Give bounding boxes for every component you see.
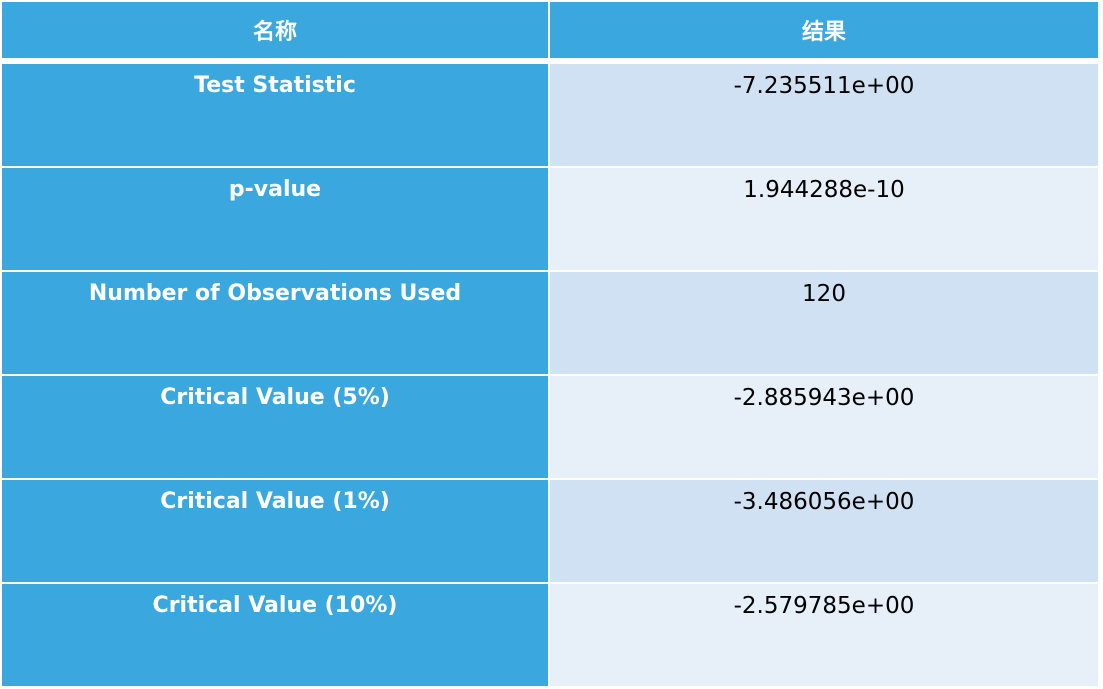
header-divider (2, 58, 1098, 64)
table-row: Critical Value (5%) -2.885943e+00 (2, 376, 1098, 478)
table-row: Number of Observations Used 120 (2, 272, 1098, 374)
row-value: 120 (550, 272, 1098, 374)
row-value: -7.235511e+00 (550, 64, 1098, 166)
row-name: Number of Observations Used (2, 272, 548, 374)
row-name: Critical Value (5%) (2, 376, 548, 478)
row-value: -2.579785e+00 (550, 584, 1098, 686)
row-value: 1.944288e-10 (550, 168, 1098, 270)
table-row: Critical Value (10%) -2.579785e+00 (2, 584, 1098, 686)
header-result: 结果 (550, 2, 1098, 58)
row-value: -2.885943e+00 (550, 376, 1098, 478)
table-row: Critical Value (1%) -3.486056e+00 (2, 480, 1098, 582)
table-row: Test Statistic -7.235511e+00 (2, 64, 1098, 166)
row-name: Test Statistic (2, 64, 548, 166)
row-name: Critical Value (10%) (2, 584, 548, 686)
row-name: Critical Value (1%) (2, 480, 548, 582)
table-header: 名称 结果 (2, 2, 1098, 58)
table-row: p-value 1.944288e-10 (2, 168, 1098, 270)
row-value: -3.486056e+00 (550, 480, 1098, 582)
row-name: p-value (2, 168, 548, 270)
header-name: 名称 (2, 2, 548, 58)
